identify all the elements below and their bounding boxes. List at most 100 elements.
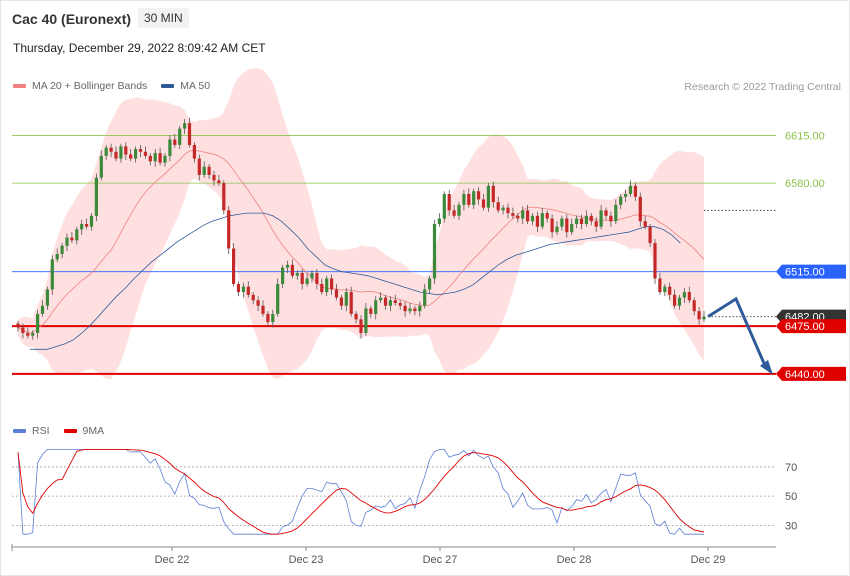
candle-65 xyxy=(334,289,339,298)
candle-105 xyxy=(530,215,535,222)
candle-99 xyxy=(501,207,505,211)
candle-56 xyxy=(290,264,294,276)
candle-54 xyxy=(281,267,285,284)
legend-label-ma20: MA 20 + Bollinger Bands xyxy=(32,80,148,92)
candle-47 xyxy=(246,286,250,295)
rsi-legend: RSI 9MA xyxy=(13,425,104,437)
moving-averages-group xyxy=(17,149,705,350)
legend-label-ma50: MA 50 xyxy=(180,80,211,92)
candle-106 xyxy=(535,215,539,227)
rsi-level-label-2: 30 xyxy=(785,520,797,532)
candle-82 xyxy=(418,305,422,312)
candle-5 xyxy=(40,305,45,314)
candle-114 xyxy=(575,218,579,224)
legend-swatch-9ma xyxy=(63,429,77,433)
candle-75 xyxy=(383,297,388,306)
ma20-line xyxy=(17,149,705,333)
candle-122 xyxy=(614,204,618,222)
candle-6 xyxy=(45,289,49,306)
rsi-panel-group: 70 50 30 xyxy=(12,448,797,535)
x-tick-label-0: Dec 22 xyxy=(155,554,190,566)
candle-58 xyxy=(300,273,304,284)
candle-61 xyxy=(315,273,319,284)
candle-36 xyxy=(192,144,196,159)
candle-52 xyxy=(271,313,275,323)
candle-120 xyxy=(604,210,608,216)
candle-87 xyxy=(442,194,446,219)
legend-swatch-ma20 xyxy=(13,84,26,88)
candle-133 xyxy=(668,286,672,295)
candle-16 xyxy=(94,177,98,216)
candle-119 xyxy=(599,210,603,227)
candle-45 xyxy=(236,283,241,293)
timestamp: Thursday, December 29, 2022 8:09:42 AM C… xyxy=(13,41,266,55)
candle-129 xyxy=(648,226,652,244)
x-tick-label-1: Dec 23 xyxy=(289,554,324,566)
candle-7 xyxy=(50,259,54,290)
candle-110 xyxy=(555,226,559,233)
candle-101 xyxy=(511,213,515,216)
level-tag-5 xyxy=(776,366,846,381)
candle-111 xyxy=(560,218,564,227)
candle-28 xyxy=(153,153,157,162)
rsi-9ma-line xyxy=(17,448,705,535)
candle-137 xyxy=(687,292,691,301)
x-tick-label-2: Dec 27 xyxy=(423,554,458,566)
candle-134 xyxy=(673,294,677,306)
candle-18 xyxy=(104,147,108,156)
candle-130 xyxy=(653,243,657,279)
candle-19 xyxy=(109,147,113,152)
candle-85 xyxy=(432,223,437,279)
legend-label-9ma: 9MA xyxy=(82,425,105,437)
level-label-4: 6475.00 xyxy=(785,321,825,333)
candle-123 xyxy=(619,196,623,205)
candle-29 xyxy=(158,153,162,163)
candle-93 xyxy=(472,191,476,205)
candle-4 xyxy=(36,313,40,333)
candle-81 xyxy=(413,308,417,312)
timeframe-badge[interactable]: 30 MIN xyxy=(138,8,189,28)
candle-10 xyxy=(65,237,69,246)
candle-127 xyxy=(638,196,642,222)
candle-128 xyxy=(643,221,647,227)
candle-118 xyxy=(594,221,598,227)
candle-38 xyxy=(202,166,206,175)
x-tick-label-4: Dec 29 xyxy=(691,554,726,566)
projection-path xyxy=(707,296,768,369)
candle-91 xyxy=(462,194,466,205)
candle-50 xyxy=(261,305,265,314)
candle-84 xyxy=(428,278,432,290)
candle-104 xyxy=(526,210,530,222)
candle-126 xyxy=(633,185,637,197)
x-axis-group: Dec 22 Dec 23 Dec 27 Dec 28 Dec 29 xyxy=(11,544,776,566)
legend-label-rsi: RSI xyxy=(32,425,50,437)
candle-39 xyxy=(207,166,211,175)
level-label-0: 6615.00 xyxy=(785,130,825,142)
candle-66 xyxy=(339,297,343,306)
credit-text: Research © 2022 Trading Central xyxy=(684,81,841,93)
candle-30 xyxy=(163,155,167,163)
projection-arrowhead xyxy=(760,359,773,375)
candle-100 xyxy=(506,207,510,214)
candle-112 xyxy=(565,218,569,233)
candle-74 xyxy=(379,297,383,301)
candle-60 xyxy=(310,273,314,279)
candle-55 xyxy=(285,264,290,268)
candle-70 xyxy=(359,319,363,333)
candle-27 xyxy=(148,155,152,162)
candle-32 xyxy=(173,139,177,145)
x-tick-label-3: Dec 28 xyxy=(557,554,592,566)
candle-96 xyxy=(486,185,490,208)
candle-125 xyxy=(628,185,633,195)
candle-102 xyxy=(516,215,520,219)
candle-79 xyxy=(403,305,407,312)
candle-107 xyxy=(540,213,544,227)
candle-51 xyxy=(266,313,270,323)
candle-31 xyxy=(168,139,172,156)
candle-80 xyxy=(408,308,412,312)
candle-49 xyxy=(256,300,260,306)
candle-76 xyxy=(388,300,392,306)
candle-37 xyxy=(197,158,201,175)
candle-3 xyxy=(31,332,35,336)
